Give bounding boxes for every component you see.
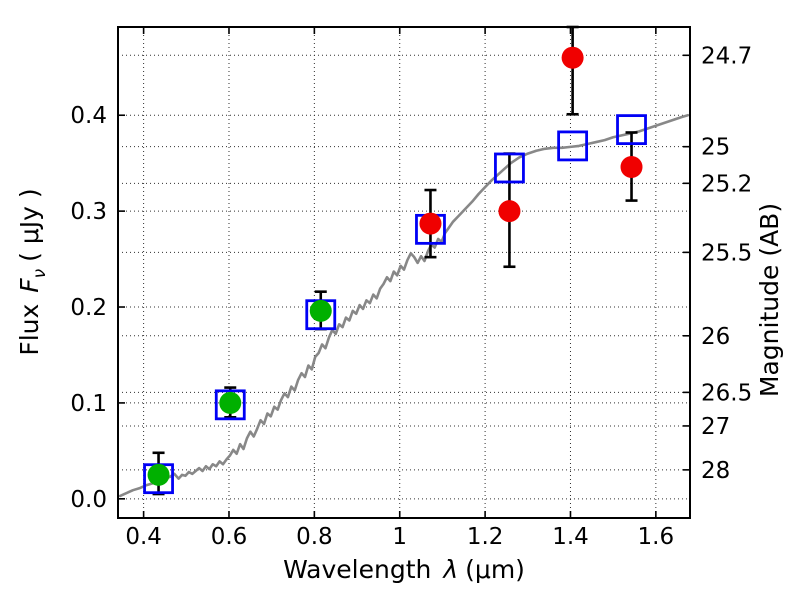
model-photometry-square [557,130,589,162]
photometry-point [309,299,332,322]
y-axis-title: Flux Fν ( μJy ) [15,188,50,355]
photometry-point [419,212,442,235]
model-photometry-square [214,389,246,421]
svg-text:FluxFν( μJy ): Flux Fν ( μJy ) [15,188,50,355]
right-axis-title-text: Magnitude (AB) [755,203,784,397]
x-tick-label: 1.4 [552,524,589,550]
y-tick-label: 0.2 [70,295,107,321]
y-tick-label: 0.0 [70,487,107,513]
x-tick-label: 1.2 [467,524,504,550]
right-tick-label: 24.7 [701,43,752,69]
photometry-point [147,463,170,486]
axis-tick-labels: 0.4 0.6 0.8 1 1.2 1.4 1.6 0.0 0.1 0.2 0.3 0.4 24.7 25… [70,43,752,550]
grid-lines [118,27,690,518]
right-tick-label: 27 [701,414,730,440]
right-tick-label: 26 [701,324,730,350]
y-axis-symbol: F [15,278,44,293]
y-tick-label: 0.3 [70,199,107,225]
y-axis-subscript: ν [30,268,50,278]
photometry-point [561,46,584,69]
x-axis-symbol: λ [441,555,458,584]
y-axis-unit: ( μJy ) [15,188,44,261]
photometry-point [498,200,521,223]
x-tick-label: 0.4 [125,524,162,550]
axis-ticks [118,27,690,518]
y-axis-title-text: Flux [15,304,44,356]
right-tick-label: 28 [701,458,730,484]
axes-background [118,27,690,518]
right-tick-label: 25.5 [701,240,752,266]
spectrum-line [118,113,690,498]
model-photometry-square [494,152,525,184]
x-axis-unit: (μm) [465,555,525,584]
right-axis-title: Magnitude (AB) [755,203,784,397]
axes-frame [117,26,691,519]
right-tick-label: 25 [701,135,730,161]
observed-photometry-markers [147,46,643,486]
photometry-point [620,156,643,179]
x-tick-label: 1.6 [638,524,675,550]
y-tick-label: 0.1 [70,391,107,417]
y-tick-label: 0.4 [70,103,107,129]
x-tick-label: 1 [392,524,407,550]
right-tick-label: 26.5 [701,380,752,406]
model-spectrum-curve [118,113,690,498]
model-photometry-square [616,114,647,146]
x-tick-label: 0.8 [296,524,333,550]
x-tick-label: 0.6 [211,524,248,550]
x-axis-title: Wavelength λ (μm) [283,555,525,584]
photometry-point [219,391,242,414]
right-tick-label: 25.2 [701,171,752,197]
x-axis-title-text: Wavelength [283,555,431,584]
